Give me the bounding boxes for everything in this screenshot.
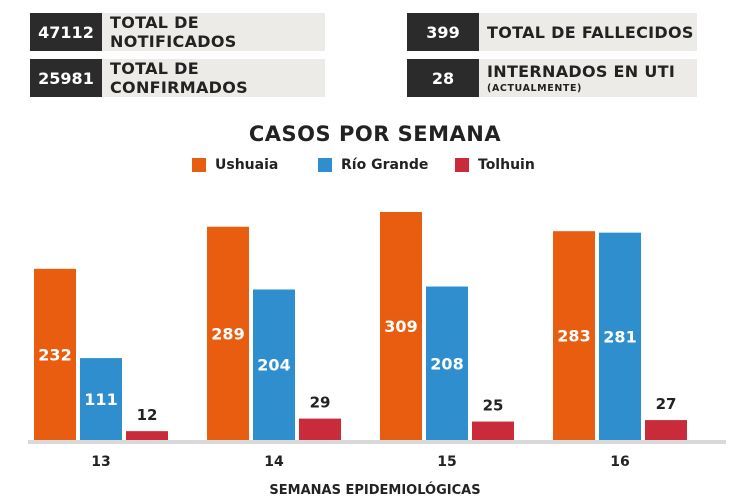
stat-internados-uti: 28 INTERNADOS EN UTI (ACTUALMENTE): [407, 59, 697, 97]
stat-label: TOTAL DE FALLECIDOS: [479, 13, 697, 51]
data-label-ushuaia-week-13: 232: [38, 345, 71, 364]
bar-rio-grande-week-15: [426, 286, 468, 440]
stat-value: 47112: [30, 13, 102, 51]
legend-label-rio-grande: Río Grande: [341, 157, 429, 173]
legend-item-rio-grande: Río Grande: [318, 157, 428, 173]
legend-swatch-tolhuin: [455, 158, 469, 172]
bar-rio-grande-week-13: [80, 358, 122, 440]
data-label-ushuaia-week-16: 283: [557, 327, 590, 346]
stat-label: TOTAL DE CONFIRMADOS: [102, 59, 325, 97]
stat-total-notificados: 47112 TOTAL DE NOTIFICADOS: [30, 13, 325, 51]
data-label-ushuaia-week-15: 309: [384, 317, 417, 336]
legend-item-ushuaia: Ushuaia: [192, 157, 278, 173]
data-label-tolhuin-week-13: 12: [137, 406, 158, 424]
stat-label-group: INTERNADOS EN UTI (ACTUALMENTE): [479, 59, 697, 97]
legend-item-tolhuin: Tolhuin: [455, 157, 535, 173]
x-tick-label-week-15: 15: [437, 454, 456, 470]
data-label-rio-grande-week-13: 111: [84, 390, 117, 409]
x-tick-label-week-14: 14: [264, 454, 284, 470]
bar-ushuaia-week-16: [553, 231, 595, 440]
bar-tolhuin-week-15: [472, 421, 514, 440]
data-label-tolhuin-week-14: 29: [310, 394, 331, 412]
x-axis-baseline: [28, 440, 726, 444]
bar-ushuaia-week-13: [34, 268, 76, 440]
stat-value: 399: [407, 13, 479, 51]
bar-tolhuin-week-13: [126, 431, 168, 440]
legend-label-ushuaia: Ushuaia: [215, 157, 279, 173]
stat-total-confirmados: 25981 TOTAL DE CONFIRMADOS: [30, 59, 325, 97]
legend-label-tolhuin: Tolhuin: [478, 157, 535, 173]
x-tick-label-week-13: 13: [91, 454, 110, 470]
data-label-rio-grande-week-15: 208: [430, 354, 463, 373]
chart-title: CASOS POR SEMANA: [248, 122, 502, 146]
stat-label: TOTAL DE NOTIFICADOS: [102, 13, 325, 51]
stat-label: INTERNADOS EN UTI: [487, 62, 676, 81]
legend-swatch-ushuaia: [192, 158, 206, 172]
x-tick-label-week-16: 16: [610, 454, 629, 470]
bar-rio-grande-week-16: [599, 232, 641, 440]
stat-sublabel: (ACTUALMENTE): [487, 83, 582, 94]
bar-rio-grande-week-14: [253, 289, 295, 440]
stat-value: 28: [407, 59, 479, 97]
bar-ushuaia-week-15: [380, 212, 422, 440]
bar-tolhuin-week-16: [645, 420, 687, 440]
data-label-rio-grande-week-14: 204: [257, 356, 290, 375]
bar-tolhuin-week-14: [299, 418, 341, 440]
data-label-rio-grande-week-16: 281: [603, 327, 636, 346]
x-axis-label: SEMANAS EPIDEMIOLÓGICAS: [269, 482, 480, 498]
legend-swatch-rio-grande: [318, 158, 332, 172]
bar-ushuaia-week-14: [207, 226, 249, 440]
stat-total-fallecidos: 399 TOTAL DE FALLECIDOS: [407, 13, 697, 51]
data-label-tolhuin-week-15: 25: [483, 397, 504, 415]
data-label-ushuaia-week-14: 289: [211, 324, 244, 343]
stat-value: 25981: [30, 59, 102, 97]
data-label-tolhuin-week-16: 27: [656, 395, 677, 413]
